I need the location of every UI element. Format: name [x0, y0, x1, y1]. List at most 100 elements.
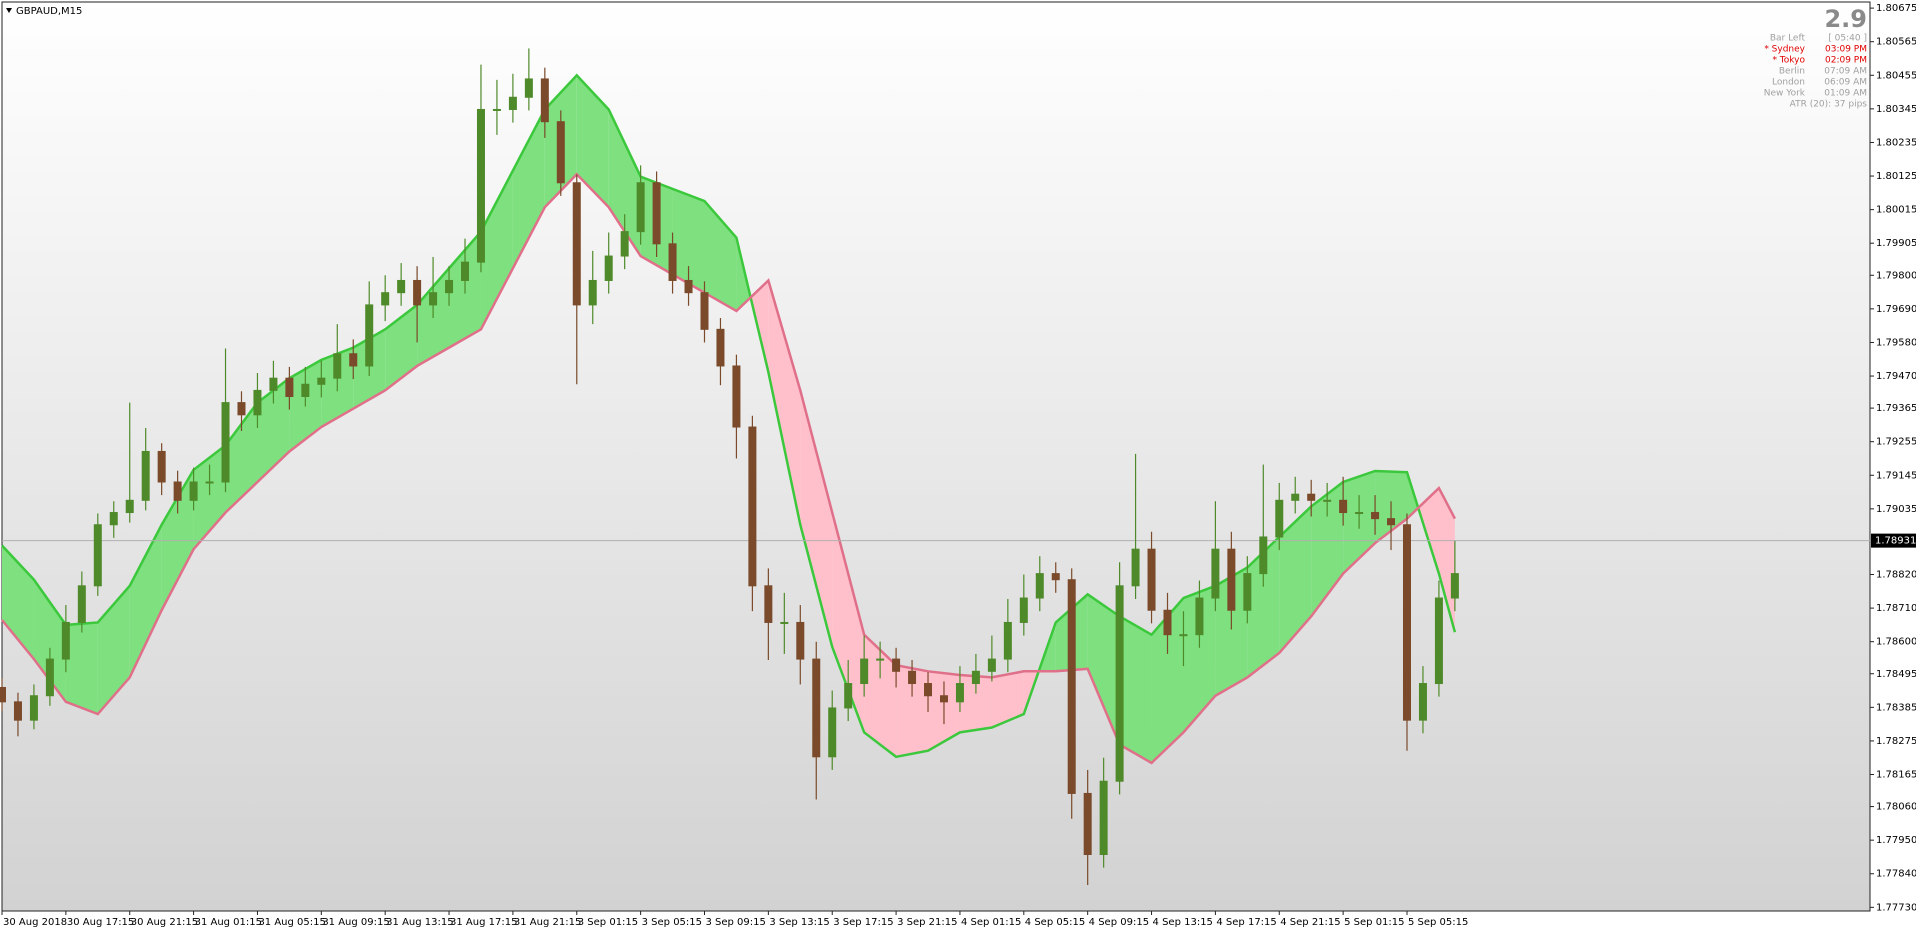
band-fill [1247, 536, 1280, 678]
band-fill [704, 201, 737, 312]
candle-body [1339, 499, 1348, 514]
candle-body [0, 686, 6, 703]
band-fill [225, 402, 258, 513]
candle-body [461, 261, 470, 281]
band-fill [1023, 671, 1039, 715]
candle-body [524, 78, 533, 98]
band-fill [768, 280, 801, 525]
y-tick-label: 1.78385 [1876, 702, 1916, 713]
candle-body [508, 96, 517, 110]
candle-body [1163, 609, 1172, 636]
candle-body [413, 279, 422, 306]
info-label: * Tokyo [1772, 56, 1805, 66]
band-lines [1, 73, 1457, 765]
candle-body [492, 108, 501, 111]
spread: 2.9 [1824, 5, 1867, 33]
candle-body [716, 328, 725, 367]
candle-body [1291, 493, 1300, 501]
y-tick-label: 1.79580 [1876, 337, 1916, 348]
candle-body [253, 389, 262, 416]
info-value: 07:09 AM [1824, 67, 1867, 77]
candle-body [700, 292, 709, 330]
info-value: 03:09 PM [1825, 45, 1867, 55]
band-fill [97, 585, 130, 715]
candle-body [141, 450, 150, 501]
y-tick-label: 1.80345 [1876, 104, 1916, 115]
candle-body [1035, 573, 1044, 599]
y-tick-label: 1.80015 [1876, 205, 1916, 216]
y-tick-label: 1.79905 [1876, 238, 1916, 249]
info-label: Bar Left [1770, 34, 1806, 44]
plot-area [1, 1, 1871, 912]
candle-body [109, 512, 118, 526]
y-tick-label: 1.78600 [1876, 637, 1916, 648]
candle-body [1323, 499, 1332, 502]
candle-body [1434, 597, 1443, 685]
candle-body [620, 231, 629, 257]
y-tick-label: 1.80235 [1876, 137, 1916, 148]
candle-body [45, 658, 54, 697]
x-tick-label: 3 Sep 13:15 [769, 917, 829, 928]
candle-body [1243, 573, 1252, 611]
candle-body [828, 707, 837, 758]
candles [0, 48, 1459, 886]
x-tick-label: 4 Sep 01:15 [961, 917, 1021, 928]
band-fill [480, 170, 513, 330]
band-fill [896, 665, 929, 757]
candle-body [1099, 780, 1108, 856]
y-tick-label: 1.80125 [1876, 171, 1916, 182]
y-tick-label: 1.78060 [1876, 802, 1916, 813]
x-tick-label: 31 Aug 09:15 [322, 917, 389, 928]
y-tick-label: 1.78710 [1876, 603, 1916, 614]
band-fill [959, 674, 992, 733]
candle-body [796, 621, 805, 660]
candle-body [572, 182, 581, 306]
bid-tag [1871, 533, 1916, 548]
candle-body [668, 243, 677, 281]
band-fill [864, 634, 897, 757]
candle-body [812, 658, 821, 758]
band-fill [33, 579, 66, 702]
candle-body [125, 499, 134, 514]
x-tick-label: 31 Aug 05:15 [258, 917, 325, 928]
y-tick-label: 1.78275 [1876, 736, 1916, 747]
x-tick-label: 31 Aug 01:15 [195, 917, 262, 928]
candle-body [1355, 512, 1364, 515]
candle-body [13, 701, 22, 721]
candle-body [1147, 548, 1156, 611]
band-fill [65, 622, 98, 715]
y-tick-label: 1.79690 [1876, 304, 1916, 315]
info-value: 06:09 AM [1824, 78, 1867, 88]
candle-body [540, 78, 549, 123]
candle-body [876, 658, 885, 661]
candle-body [1387, 518, 1396, 526]
candle-body [588, 279, 597, 306]
x-tick-label: 3 Sep 21:15 [897, 917, 957, 928]
x-tick-label: 5 Sep 05:15 [1408, 917, 1468, 928]
candle-body [301, 383, 310, 398]
info-value: [ 05:40 ] [1828, 34, 1867, 44]
band-fill [1151, 598, 1184, 763]
info-label: London [1772, 78, 1805, 88]
band-fill [1418, 488, 1439, 574]
band-fill [161, 469, 194, 611]
y-tick-label: 1.78820 [1876, 570, 1916, 581]
band-fill [129, 524, 162, 678]
candle-body [1179, 634, 1188, 637]
x-tick-label: 3 Sep 05:15 [642, 917, 702, 928]
candle-body [317, 377, 326, 385]
x-tick-label: 4 Sep 05:15 [1025, 917, 1085, 928]
menu-arrow[interactable] [6, 8, 12, 13]
candle-body [269, 377, 278, 391]
band-fill [512, 109, 545, 269]
candle-body [61, 621, 70, 660]
candle-body [780, 621, 789, 624]
candle-body [604, 255, 613, 281]
candle-body [844, 683, 853, 709]
candle-body [924, 683, 933, 697]
candle-body [939, 695, 948, 703]
y-tick-label: 1.79035 [1876, 504, 1916, 515]
band-fill [1119, 616, 1152, 763]
x-tick-label: 4 Sep 17:15 [1216, 917, 1276, 928]
atr: ATR (20): 37 pips [1790, 100, 1868, 110]
